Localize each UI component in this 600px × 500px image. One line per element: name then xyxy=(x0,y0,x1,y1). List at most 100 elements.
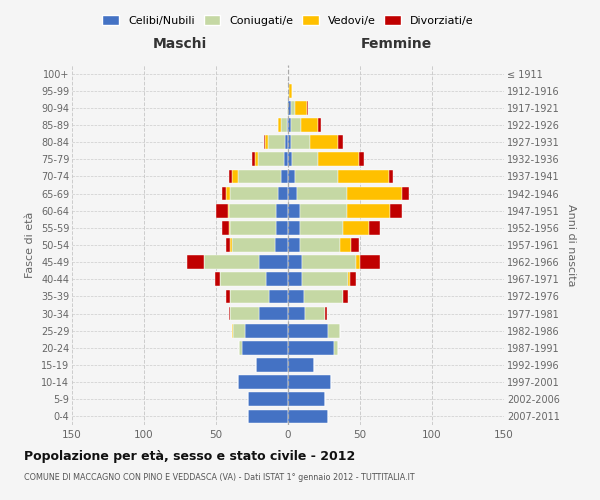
Bar xyxy=(222,221,229,234)
Bar xyxy=(299,221,343,234)
Bar xyxy=(347,204,390,218)
Bar xyxy=(305,306,325,320)
Bar xyxy=(349,272,350,286)
Bar xyxy=(295,170,338,183)
Bar xyxy=(289,84,292,98)
Bar xyxy=(359,152,364,166)
Bar xyxy=(356,256,360,269)
Bar xyxy=(288,170,295,183)
Bar xyxy=(285,136,288,149)
Bar xyxy=(288,204,299,218)
Bar xyxy=(258,152,284,166)
Bar xyxy=(230,238,232,252)
Bar xyxy=(352,238,359,252)
Bar xyxy=(229,170,232,183)
Legend: Celibi/Nubili, Coniugati/e, Vedovi/e, Divorziati/e: Celibi/Nubili, Coniugati/e, Vedovi/e, Di… xyxy=(98,10,478,30)
Bar xyxy=(304,290,343,304)
Bar xyxy=(266,272,288,286)
Bar xyxy=(226,238,230,252)
Bar xyxy=(230,306,259,320)
Bar xyxy=(360,256,380,269)
Bar xyxy=(288,256,302,269)
Bar xyxy=(227,204,229,218)
Bar xyxy=(402,186,409,200)
Bar xyxy=(325,306,327,320)
Bar xyxy=(291,101,295,114)
Text: Maschi: Maschi xyxy=(153,38,207,52)
Bar xyxy=(229,204,277,218)
Bar xyxy=(350,272,356,286)
Bar xyxy=(226,186,230,200)
Bar xyxy=(291,118,301,132)
Bar xyxy=(281,170,288,183)
Bar xyxy=(252,152,255,166)
Bar xyxy=(288,358,314,372)
Bar xyxy=(288,290,304,304)
Bar xyxy=(343,221,368,234)
Bar xyxy=(229,221,230,234)
Bar xyxy=(278,186,288,200)
Bar xyxy=(242,341,288,354)
Bar xyxy=(310,136,338,149)
Bar xyxy=(256,358,288,372)
Bar xyxy=(288,221,299,234)
Bar xyxy=(255,152,258,166)
Bar xyxy=(292,152,318,166)
Bar xyxy=(288,152,292,166)
Bar xyxy=(205,256,259,269)
Bar xyxy=(288,410,328,424)
Bar xyxy=(288,101,291,114)
Bar xyxy=(288,376,331,389)
Bar xyxy=(288,324,328,338)
Bar xyxy=(229,306,230,320)
Bar xyxy=(268,136,285,149)
Bar xyxy=(269,290,288,304)
Bar xyxy=(389,170,393,183)
Bar xyxy=(259,306,288,320)
Bar xyxy=(187,256,205,269)
Bar xyxy=(220,272,266,286)
Bar xyxy=(248,392,288,406)
Bar xyxy=(239,341,242,354)
Bar xyxy=(245,324,288,338)
Bar xyxy=(215,272,220,286)
Y-axis label: Anni di nascita: Anni di nascita xyxy=(566,204,577,286)
Bar xyxy=(288,272,302,286)
Bar xyxy=(368,221,380,234)
Bar xyxy=(263,136,265,149)
Bar xyxy=(302,272,349,286)
Bar xyxy=(288,392,325,406)
Bar xyxy=(277,204,288,218)
Bar xyxy=(302,256,356,269)
Bar xyxy=(288,136,291,149)
Bar xyxy=(307,101,308,114)
Bar xyxy=(238,376,288,389)
Bar xyxy=(299,204,347,218)
Bar xyxy=(296,186,347,200)
Bar xyxy=(338,170,389,183)
Bar xyxy=(287,118,288,132)
Bar xyxy=(288,186,296,200)
Text: COMUNE DI MACCAGNO CON PINO E VEDDASCA (VA) - Dati ISTAT 1° gennaio 2012 - TUTTI: COMUNE DI MACCAGNO CON PINO E VEDDASCA (… xyxy=(24,472,415,482)
Text: Popolazione per età, sesso e stato civile - 2012: Popolazione per età, sesso e stato civil… xyxy=(24,450,355,463)
Bar xyxy=(281,118,287,132)
Bar xyxy=(233,324,245,338)
Bar xyxy=(299,238,340,252)
Bar xyxy=(232,170,238,183)
Bar xyxy=(347,186,402,200)
Bar xyxy=(295,101,307,114)
Bar xyxy=(232,238,275,252)
Bar xyxy=(390,204,402,218)
Bar xyxy=(284,152,288,166)
Bar xyxy=(288,306,305,320)
Bar xyxy=(288,238,299,252)
Bar xyxy=(343,290,349,304)
Bar xyxy=(277,221,288,234)
Y-axis label: Fasce di età: Fasce di età xyxy=(25,212,35,278)
Bar xyxy=(301,118,318,132)
Bar xyxy=(248,410,288,424)
Bar xyxy=(288,341,334,354)
Bar xyxy=(278,118,281,132)
Bar xyxy=(222,186,226,200)
Bar xyxy=(318,118,321,132)
